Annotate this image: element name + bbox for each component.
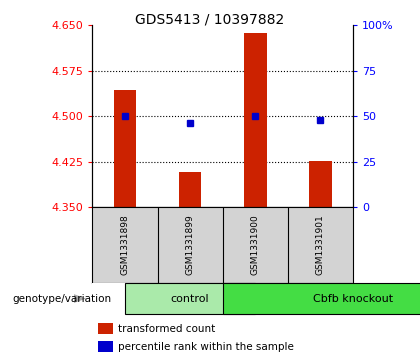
- Bar: [125, 283, 255, 314]
- Text: GDS5413 / 10397882: GDS5413 / 10397882: [135, 13, 285, 27]
- Bar: [309, 161, 332, 207]
- Bar: [97, 341, 113, 352]
- Text: percentile rank within the sample: percentile rank within the sample: [118, 342, 294, 352]
- Text: GSM1331899: GSM1331899: [186, 215, 194, 276]
- Text: transformed count: transformed count: [118, 323, 216, 334]
- Text: GSM1331901: GSM1331901: [316, 215, 325, 276]
- Text: control: control: [171, 294, 209, 303]
- Text: Cbfb knockout: Cbfb knockout: [313, 294, 393, 303]
- Text: GSM1331898: GSM1331898: [121, 215, 129, 276]
- Bar: [97, 323, 113, 334]
- Text: GSM1331900: GSM1331900: [251, 215, 260, 276]
- Bar: [244, 33, 267, 207]
- Polygon shape: [74, 294, 86, 303]
- Bar: [113, 90, 136, 207]
- Bar: [178, 172, 202, 207]
- Text: genotype/variation: genotype/variation: [13, 294, 112, 303]
